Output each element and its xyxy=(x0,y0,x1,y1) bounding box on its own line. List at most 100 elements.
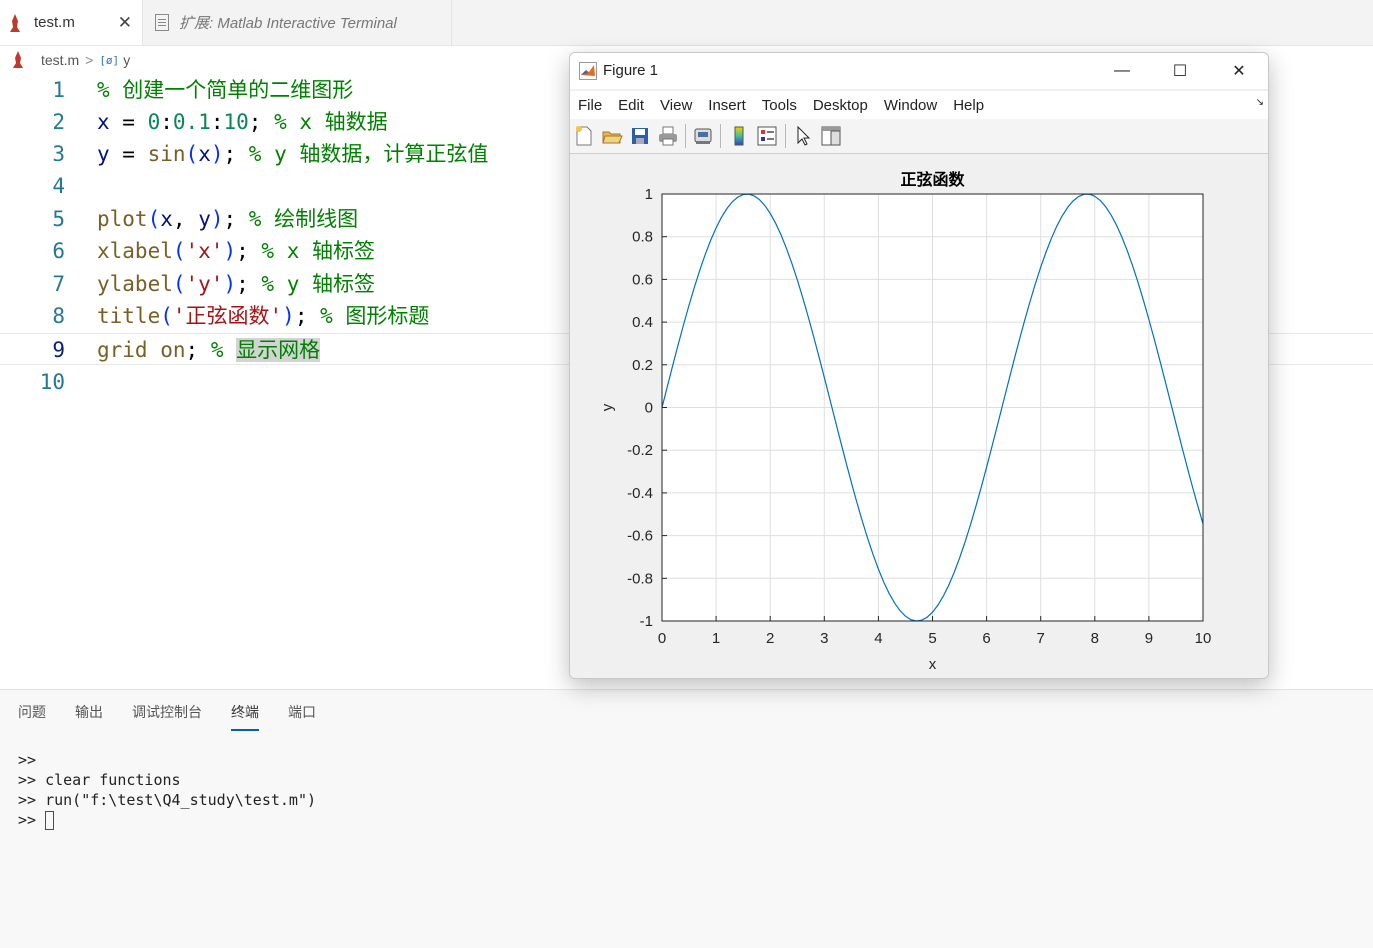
tab-terminal[interactable]: 终端 xyxy=(231,690,259,734)
breadcrumb-symbol[interactable]: y xyxy=(123,52,131,68)
open-file-icon[interactable] xyxy=(601,125,623,147)
tab-output[interactable]: 输出 xyxy=(75,704,103,720)
figure-titlebar[interactable]: Figure 1 — ☐ ✕ xyxy=(570,53,1268,89)
punctuation: ; xyxy=(185,338,211,362)
code-line[interactable]: 4 xyxy=(0,170,1373,202)
bracket: ) xyxy=(282,304,295,328)
code-line[interactable]: 10 xyxy=(0,366,1373,398)
tab-test-m[interactable]: test.m ✕ xyxy=(0,0,143,45)
dock-arrow-icon[interactable]: ↘ xyxy=(1255,97,1264,108)
code-line[interactable]: 5 plot(x, y); % 绘制线图 xyxy=(0,203,1373,235)
save-icon[interactable] xyxy=(629,125,651,147)
function-name: plot xyxy=(97,207,148,231)
pointer-icon[interactable] xyxy=(792,125,814,147)
maximize-button[interactable]: ☐ xyxy=(1172,63,1188,80)
comment: % 绘制线图 xyxy=(248,207,359,231)
legend-icon[interactable] xyxy=(756,125,778,147)
code-line[interactable]: 3 y = sin(x); % y 轴数据，计算正弦值 xyxy=(0,138,1373,170)
y-tick-label: 1 xyxy=(645,186,653,203)
x-tick-label: 10 xyxy=(1195,630,1212,647)
line-number: 10 xyxy=(39,370,65,394)
string: '正弦函数' xyxy=(172,304,283,328)
link-icon[interactable] xyxy=(692,125,714,147)
x-tick-label: 1 xyxy=(712,630,720,647)
y-tick-label: -1 xyxy=(640,613,653,630)
argument: on xyxy=(160,338,186,362)
tab-problems[interactable]: 问题 xyxy=(18,704,46,720)
function-name: sin xyxy=(147,142,186,166)
punctuation: ; xyxy=(236,272,262,296)
close-tab-icon[interactable]: ✕ xyxy=(117,13,132,32)
bracket: ) xyxy=(210,142,224,166)
menu-help[interactable]: Help xyxy=(953,96,985,114)
breadcrumb: test.m > [ø] y xyxy=(10,49,130,71)
line-number: 3 xyxy=(52,142,65,166)
close-window-button[interactable]: ✕ xyxy=(1232,63,1246,80)
terminal-cursor[interactable] xyxy=(45,811,55,830)
bottom-panel: 问题 输出 调试控制台 终端 端口 >> >> clear functions … xyxy=(0,689,1373,948)
bracket: ( xyxy=(172,239,186,263)
toolbar-separator xyxy=(685,124,686,148)
y-tick-label: 0.2 xyxy=(632,357,653,374)
bracket: ( xyxy=(185,142,199,166)
line-number: 1 xyxy=(52,78,65,102)
terminal-prompt-line[interactable]: >> xyxy=(18,810,316,830)
menu-file[interactable]: File xyxy=(578,96,603,114)
chart-title: 正弦函数 xyxy=(900,170,965,189)
colorbar-icon[interactable] xyxy=(728,125,750,147)
code-line[interactable]: 1 % 创建一个简单的二维图形 xyxy=(0,74,1373,106)
x-tick-label: 2 xyxy=(766,630,774,647)
code-editor[interactable]: 1 % 创建一个简单的二维图形 2 x = 0:0.1:10; % x 轴数据 … xyxy=(0,72,1373,412)
code-line[interactable]: 8 title('正弦函数'); % 图形标题 xyxy=(0,300,1373,332)
menu-desktop[interactable]: Desktop xyxy=(812,96,868,114)
x-tick-label: 8 xyxy=(1091,630,1099,647)
bracket: ) xyxy=(223,239,237,263)
menu-edit[interactable]: Edit xyxy=(618,96,645,114)
x-tick-label: 7 xyxy=(1037,630,1045,647)
plot-area: 0 1 2 3 4 5 6 7 8 9 10 1 0.8 0.6 0.4 0.2 0 -0.2 -0.4 -0.6 -… xyxy=(570,154,1268,679)
sine-chart[interactable]: 0 1 2 3 4 5 6 7 8 9 10 1 0.8 0.6 0.4 0.2 0 -0.2 -0.4 -0.6 -… xyxy=(570,154,1268,679)
punctuation: , xyxy=(172,207,199,231)
variable: x xyxy=(198,142,211,166)
punctuation: ; xyxy=(294,304,321,328)
menu-insert[interactable]: Insert xyxy=(708,96,746,114)
comment: % y 轴标签 xyxy=(261,272,375,296)
property-editor-icon[interactable] xyxy=(820,125,842,147)
terminal-output[interactable]: >> >> clear functions >> run("f:\test\Q4… xyxy=(18,750,316,830)
code-line[interactable]: 7 ylabel('y'); % y 轴标签 xyxy=(0,268,1373,300)
tab-debug-console[interactable]: 调试控制台 xyxy=(132,704,202,720)
code-line[interactable]: 6 xlabel('x'); % x 轴标签 xyxy=(0,235,1373,267)
terminal-prompt: >> xyxy=(18,811,46,829)
tab-matlab-terminal[interactable]: 扩展: Matlab Interactive Terminal xyxy=(143,0,452,45)
y-tick-label: -0.6 xyxy=(627,528,653,545)
punctuation: ; xyxy=(248,110,275,134)
print-icon[interactable] xyxy=(657,125,679,147)
menu-window[interactable]: Window xyxy=(883,96,938,114)
comment: % x 轴标签 xyxy=(261,239,375,263)
operator: : xyxy=(210,110,224,134)
breadcrumb-file[interactable]: test.m xyxy=(41,52,80,68)
bracket: ( xyxy=(147,207,161,231)
y-tick-label: 0.6 xyxy=(632,271,653,288)
toolbar-separator xyxy=(720,124,721,148)
comment: % xyxy=(210,338,237,362)
terminal-line: >> clear functions xyxy=(18,771,181,789)
menu-tools[interactable]: Tools xyxy=(761,96,797,114)
y-tick-label: 0.8 xyxy=(632,229,653,246)
matlab-logo-icon xyxy=(579,62,597,80)
new-figure-icon[interactable] xyxy=(573,125,595,147)
matlab-file-icon xyxy=(10,13,20,32)
y-axis-label: y xyxy=(599,403,616,411)
figure-window[interactable]: Figure 1 — ☐ ✕ File Edit View Insert Too… xyxy=(569,52,1269,679)
operator: = xyxy=(109,110,148,134)
variable-symbol-icon: [ø] xyxy=(99,53,120,67)
code-line[interactable]: 2 x = 0:0.1:10; % x 轴数据 xyxy=(0,106,1373,138)
menu-view[interactable]: View xyxy=(660,96,693,114)
y-tick-label: -0.8 xyxy=(627,570,653,587)
minimize-button[interactable]: — xyxy=(1114,62,1130,79)
punctuation: ; xyxy=(223,207,249,231)
y-tick-label: 0.4 xyxy=(632,314,653,331)
terminal-line: >> xyxy=(18,751,37,769)
tab-ports[interactable]: 端口 xyxy=(288,704,316,720)
document-icon xyxy=(155,14,169,31)
